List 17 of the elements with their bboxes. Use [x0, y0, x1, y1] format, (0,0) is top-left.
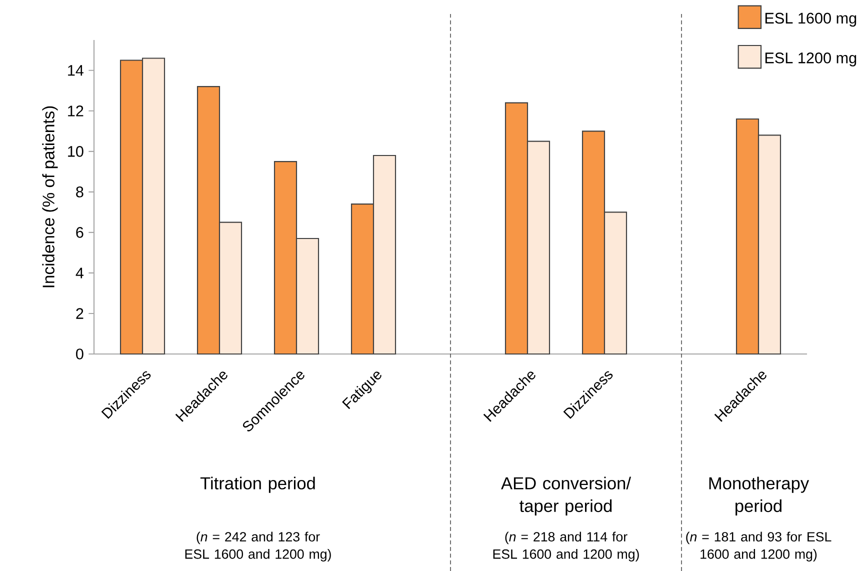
- y-tick-label: 10: [68, 146, 84, 157]
- text: (n = 218 and 114 for ESL 1600 and 1200 mg): [493, 532, 639, 562]
- legend-label: ESL 1600 mg: [765, 12, 856, 27]
- y-tick-label: 4: [76, 268, 84, 278]
- text: (n = 181 and 93 for ESL 1600 and 1200 mg): [686, 532, 832, 562]
- y-tick-label: 14: [68, 65, 84, 76]
- text: (n = 242 and 123 for ESL 1600 and 1200 mg): [185, 532, 331, 562]
- y-tick-label: 0: [76, 348, 84, 360]
- text: Monotherapy period: [709, 476, 810, 516]
- legend-label: ESL 1200 mg: [765, 52, 856, 66]
- y-tick-label: 6: [76, 227, 84, 238]
- y-tick-label: 12: [68, 106, 84, 116]
- y-tick-label: 2: [76, 308, 84, 319]
- y-axis-title: Incidence (% of patients): [42, 106, 58, 288]
- y-tick-label: 8: [76, 186, 84, 198]
- text: AED conversion/ taper period: [501, 476, 632, 516]
- text: Titration period: [200, 476, 315, 493]
